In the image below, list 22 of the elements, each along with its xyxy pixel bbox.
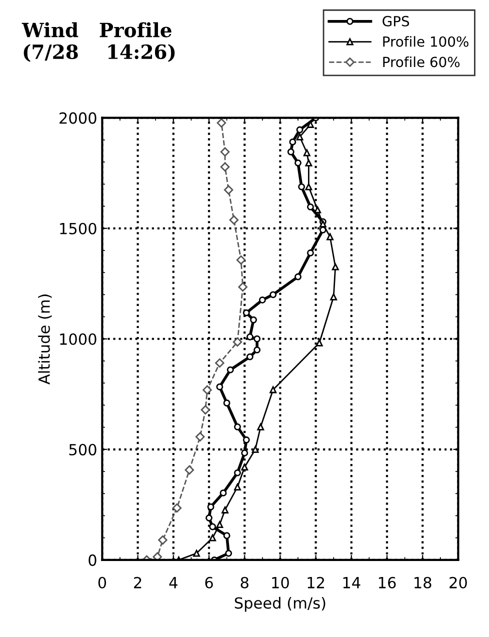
y-tick-label: 1500 bbox=[60, 222, 96, 234]
y-tick-label: 1000 bbox=[60, 333, 96, 345]
x-tick-label: 18 bbox=[414, 576, 432, 588]
legend-label: Profile 60% bbox=[383, 56, 460, 68]
x-tick-label: 6 bbox=[205, 576, 213, 588]
legend-label: Profile 100% bbox=[383, 36, 468, 47]
x-axis-title: Speed (m/s) bbox=[234, 596, 326, 612]
x-tick-label: 2 bbox=[134, 576, 142, 588]
x-tick-label: 4 bbox=[169, 577, 178, 588]
y-tick-label: 0 bbox=[88, 554, 96, 566]
x-tick-label: 8 bbox=[240, 576, 248, 588]
y-tick-label: 2000 bbox=[60, 112, 96, 124]
x-tick-label: 0 bbox=[98, 576, 106, 588]
x-tick-label: 20 bbox=[450, 576, 467, 588]
x-tick-label: 16 bbox=[378, 576, 396, 588]
chart-title: Wind Profile (7/28 14:26) bbox=[22, 22, 175, 62]
x-tick-label: 14 bbox=[343, 577, 360, 588]
x-tick-label: 12 bbox=[308, 576, 324, 588]
y-axis-title: Altitude (m) bbox=[38, 294, 52, 384]
y-tick-label: 500 bbox=[69, 444, 96, 456]
legend-label: GPS bbox=[382, 16, 410, 26]
x-tick-label: 10 bbox=[272, 576, 289, 588]
